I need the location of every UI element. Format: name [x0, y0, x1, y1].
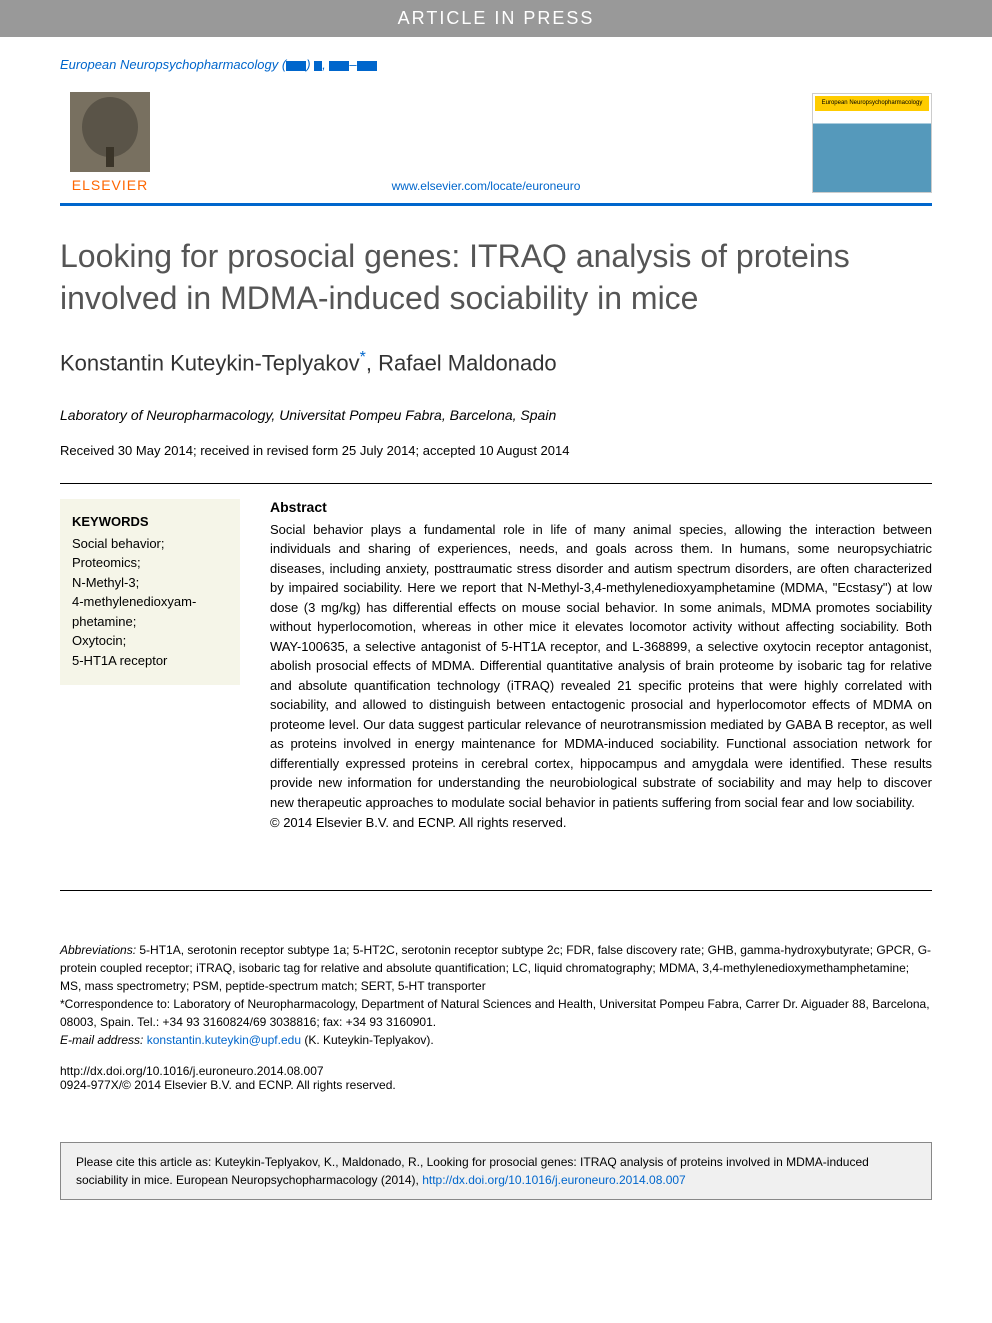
journal-url-link[interactable]: www.elsevier.com/locate/euroneuro: [160, 179, 812, 193]
journal-reference: European Neuropsychopharmacology () , –: [60, 57, 932, 72]
abstract-copyright: © 2014 Elsevier B.V. and ECNP. All right…: [270, 815, 932, 830]
keyword-item: N-Methyl-3;: [72, 573, 228, 593]
journal-ref-text: European Neuropsychopharmacology (: [60, 57, 286, 72]
affiliation: Laboratory of Neuropharmacology, Univers…: [60, 407, 932, 423]
keywords-box: KEYWORDS Social behavior; Proteomics; N-…: [60, 499, 240, 686]
header-row: ELSEVIER www.elsevier.com/locate/euroneu…: [60, 92, 932, 193]
elsevier-tree-icon: [70, 92, 150, 172]
abbreviations-label: Abbreviations:: [60, 943, 136, 957]
footnotes-block: Abbreviations: 5-HT1A, serotonin recepto…: [60, 941, 932, 1049]
citation-doi-link[interactable]: http://dx.doi.org/10.1016/j.euroneuro.20…: [422, 1173, 686, 1187]
volume-placeholder: [286, 61, 306, 71]
abstract-heading: Abstract: [270, 499, 932, 515]
corresponding-author-mark: *: [360, 349, 366, 366]
article-dates: Received 30 May 2014; received in revise…: [60, 443, 932, 458]
issn-copyright: 0924-977X/© 2014 Elsevier B.V. and ECNP.…: [60, 1078, 932, 1092]
rule-top: [60, 483, 932, 484]
correspondence-footnote: *Correspondence to: Laboratory of Neurop…: [60, 995, 932, 1031]
keyword-item: Proteomics;: [72, 553, 228, 573]
email-link[interactable]: konstantin.kuteykin@upf.edu: [147, 1033, 301, 1047]
publisher-logo[interactable]: ELSEVIER: [60, 92, 160, 193]
doi-block: http://dx.doi.org/10.1016/j.euroneuro.20…: [60, 1064, 932, 1092]
email-footnote: E-mail address: konstantin.kuteykin@upf.…: [60, 1031, 932, 1049]
abstract-body: Social behavior plays a fundamental role…: [270, 520, 932, 813]
email-label: E-mail address:: [60, 1033, 143, 1047]
abbreviations-footnote: Abbreviations: 5-HT1A, serotonin recepto…: [60, 941, 932, 995]
keywords-heading: KEYWORDS: [72, 514, 228, 529]
author-2: Rafael Maldonado: [378, 351, 557, 376]
article-in-press-banner: ARTICLE IN PRESS: [0, 0, 992, 37]
email-author: (K. Kuteykin-Teplyakov).: [301, 1033, 434, 1047]
journal-cover-thumbnail[interactable]: European Neuropsychopharmacology: [812, 93, 932, 193]
keyword-item: Social behavior;: [72, 534, 228, 554]
abstract-section: KEYWORDS Social behavior; Proteomics; N-…: [60, 499, 932, 831]
author-1: Konstantin Kuteykin-Teplyakov: [60, 351, 360, 376]
keyword-item: 4-methylenedioxyam-phetamine;: [72, 592, 228, 631]
article-title: Looking for prosocial genes: ITRAQ analy…: [60, 236, 932, 319]
correspondence-text: Correspondence to: Laboratory of Neuroph…: [60, 997, 930, 1029]
publisher-name: ELSEVIER: [60, 177, 160, 193]
page-placeholder-1: [329, 61, 349, 71]
rule-footnote: [60, 890, 932, 891]
citation-box: Please cite this article as: Kuteykin-Te…: [60, 1142, 932, 1200]
abbreviations-text: 5-HT1A, serotonin receptor subtype 1a; 5…: [60, 943, 931, 993]
issue-placeholder: [314, 61, 322, 71]
keyword-item: Oxytocin;: [72, 631, 228, 651]
page-placeholder-2: [357, 61, 377, 71]
header-divider: [60, 203, 932, 206]
keyword-item: 5-HT1A receptor: [72, 651, 228, 671]
abstract-column: Abstract Social behavior plays a fundame…: [270, 499, 932, 831]
doi-url[interactable]: http://dx.doi.org/10.1016/j.euroneuro.20…: [60, 1064, 932, 1078]
page-content: European Neuropsychopharmacology () , – …: [0, 37, 992, 1122]
authors-line: Konstantin Kuteykin-Teplyakov*, Rafael M…: [60, 349, 932, 376]
cover-journal-name: European Neuropsychopharmacology: [815, 96, 929, 111]
